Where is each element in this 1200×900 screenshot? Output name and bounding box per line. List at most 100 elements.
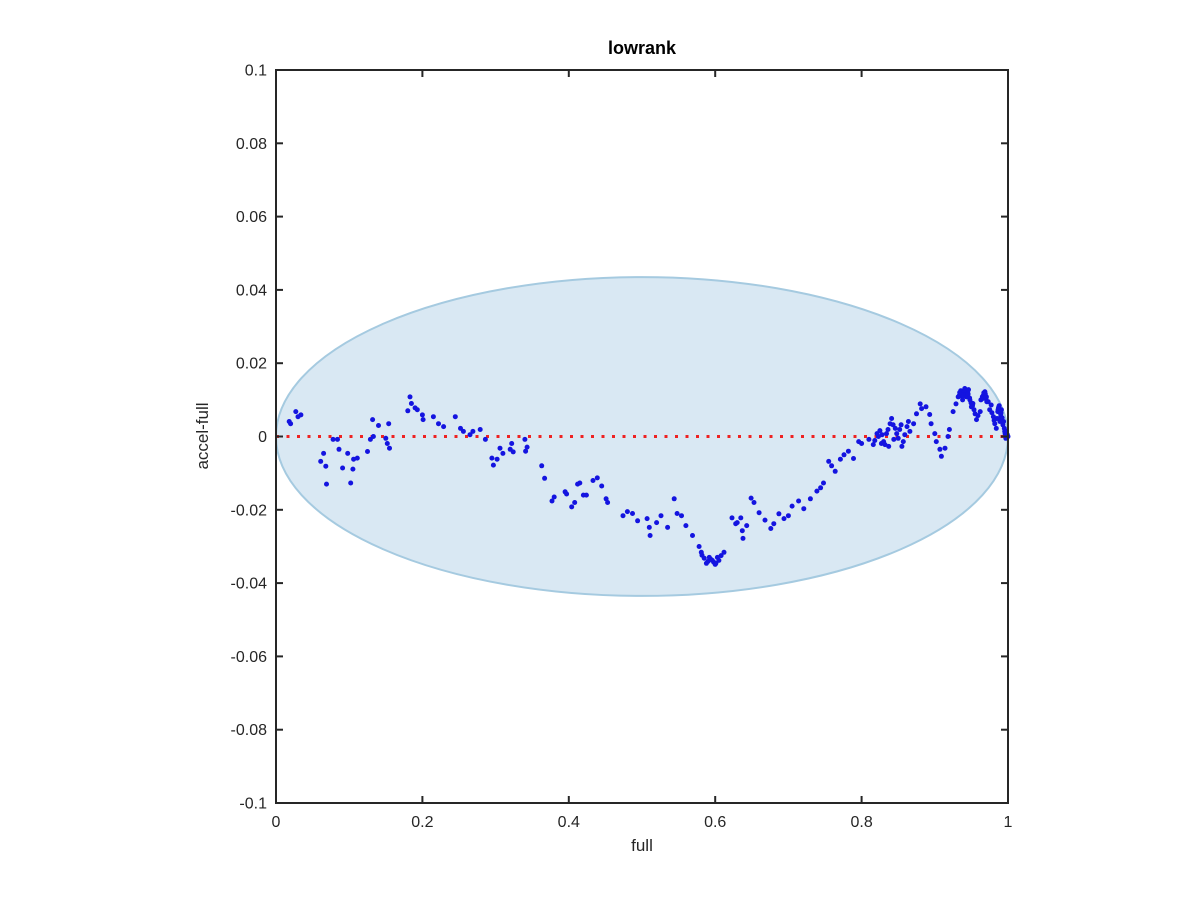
scatter-point	[336, 446, 342, 452]
scatter-point	[407, 394, 413, 400]
scatter-point	[975, 413, 981, 419]
scatter-point	[482, 436, 488, 442]
scatter-point	[690, 533, 695, 538]
scatter-point	[832, 468, 838, 474]
scatter-point	[974, 417, 979, 423]
scatter-point	[884, 431, 889, 437]
scatter-point	[572, 500, 578, 505]
y-tick-label: -0.02	[231, 502, 268, 519]
scatter-point	[370, 417, 376, 423]
scatter-point	[729, 515, 735, 521]
scatter-point	[937, 446, 943, 452]
scatter-point	[734, 520, 740, 526]
scatter-point	[1001, 419, 1007, 424]
scatter-point	[658, 513, 664, 519]
scatter-point	[885, 427, 891, 432]
scatter-point	[781, 516, 787, 522]
scatter-point	[996, 403, 1002, 409]
scatter-point	[430, 414, 436, 420]
scatter-point	[510, 449, 516, 455]
scatter-point	[594, 475, 600, 481]
scatter-point	[441, 424, 447, 430]
scatter-point	[577, 480, 583, 486]
scatter-point	[470, 428, 476, 434]
scatter-point	[977, 409, 983, 415]
scatter-point	[841, 452, 847, 458]
scatter-point	[997, 419, 1003, 424]
scatter-point	[845, 448, 851, 454]
scatter-point	[870, 442, 876, 448]
scatter-point	[900, 439, 906, 445]
scatter-point	[985, 399, 991, 405]
scatter-point	[992, 421, 998, 427]
scatter-point	[890, 422, 896, 428]
scatter-point	[298, 412, 304, 418]
scatter-point	[671, 496, 677, 502]
scatter-point	[953, 401, 959, 407]
scatter-point	[882, 442, 888, 448]
scatter-point	[945, 434, 951, 439]
scatter-point	[350, 466, 356, 472]
scatter-point	[718, 553, 724, 559]
x-tick-label: 0.4	[558, 814, 580, 831]
scatter-point	[630, 511, 635, 516]
scatter-point	[293, 409, 299, 415]
scatter-point	[960, 397, 966, 403]
scatter-point	[620, 513, 626, 519]
scatter-point	[654, 520, 660, 526]
scatter-point	[768, 526, 774, 531]
scatter-point	[789, 503, 795, 509]
scatter-point	[993, 425, 999, 431]
scatter-point	[665, 524, 671, 530]
x-tick-label: 0.2	[411, 814, 433, 831]
y-tick-label: 0.06	[236, 209, 267, 226]
scatter-point	[894, 431, 900, 437]
scatter-point	[348, 480, 354, 486]
scatter-point	[818, 485, 824, 491]
scatter-point	[324, 481, 329, 487]
scatter-point	[414, 407, 420, 413]
scatter-point	[928, 421, 934, 427]
scatter-point	[523, 448, 529, 454]
scatter-point	[330, 436, 336, 442]
scatter-point	[904, 424, 910, 430]
scatter-point	[895, 435, 901, 441]
x-tick-label: 0.6	[704, 814, 726, 831]
scatter-point	[460, 428, 466, 434]
scatter-point	[624, 509, 630, 515]
scatter-point	[801, 506, 807, 512]
scatter-point	[837, 456, 843, 462]
scatter-point	[938, 453, 944, 459]
scatter-point	[679, 513, 684, 519]
scatter-point	[826, 458, 832, 464]
scatter-point	[898, 422, 904, 428]
scatter-point	[914, 411, 919, 417]
y-tick-label: -0.1	[239, 796, 267, 813]
scatter-point	[965, 391, 971, 397]
x-tick-label: 0	[272, 814, 281, 831]
scatter-point	[762, 517, 768, 523]
scatter-point	[288, 421, 294, 427]
scatter-point	[739, 528, 745, 534]
scatter-point	[738, 515, 744, 521]
scatter-point	[383, 435, 389, 441]
scatter-point	[674, 511, 680, 516]
scatter-point	[886, 443, 892, 449]
scatter-point	[866, 436, 872, 442]
scatter-point	[905, 419, 911, 424]
scatter-point	[340, 465, 346, 471]
scatter-point	[605, 500, 611, 505]
scatter-point	[796, 498, 802, 504]
scatter-point	[899, 443, 905, 449]
scatter-point	[539, 463, 545, 469]
scatter-point	[859, 441, 865, 446]
scatter-point	[477, 427, 483, 432]
scatter-point	[387, 445, 392, 451]
scatter-point	[872, 438, 878, 443]
scatter-point	[744, 523, 750, 529]
scatter-point	[807, 496, 813, 502]
scatter-point	[897, 427, 903, 432]
scatter-point	[829, 463, 835, 469]
scatter-point	[490, 462, 496, 468]
